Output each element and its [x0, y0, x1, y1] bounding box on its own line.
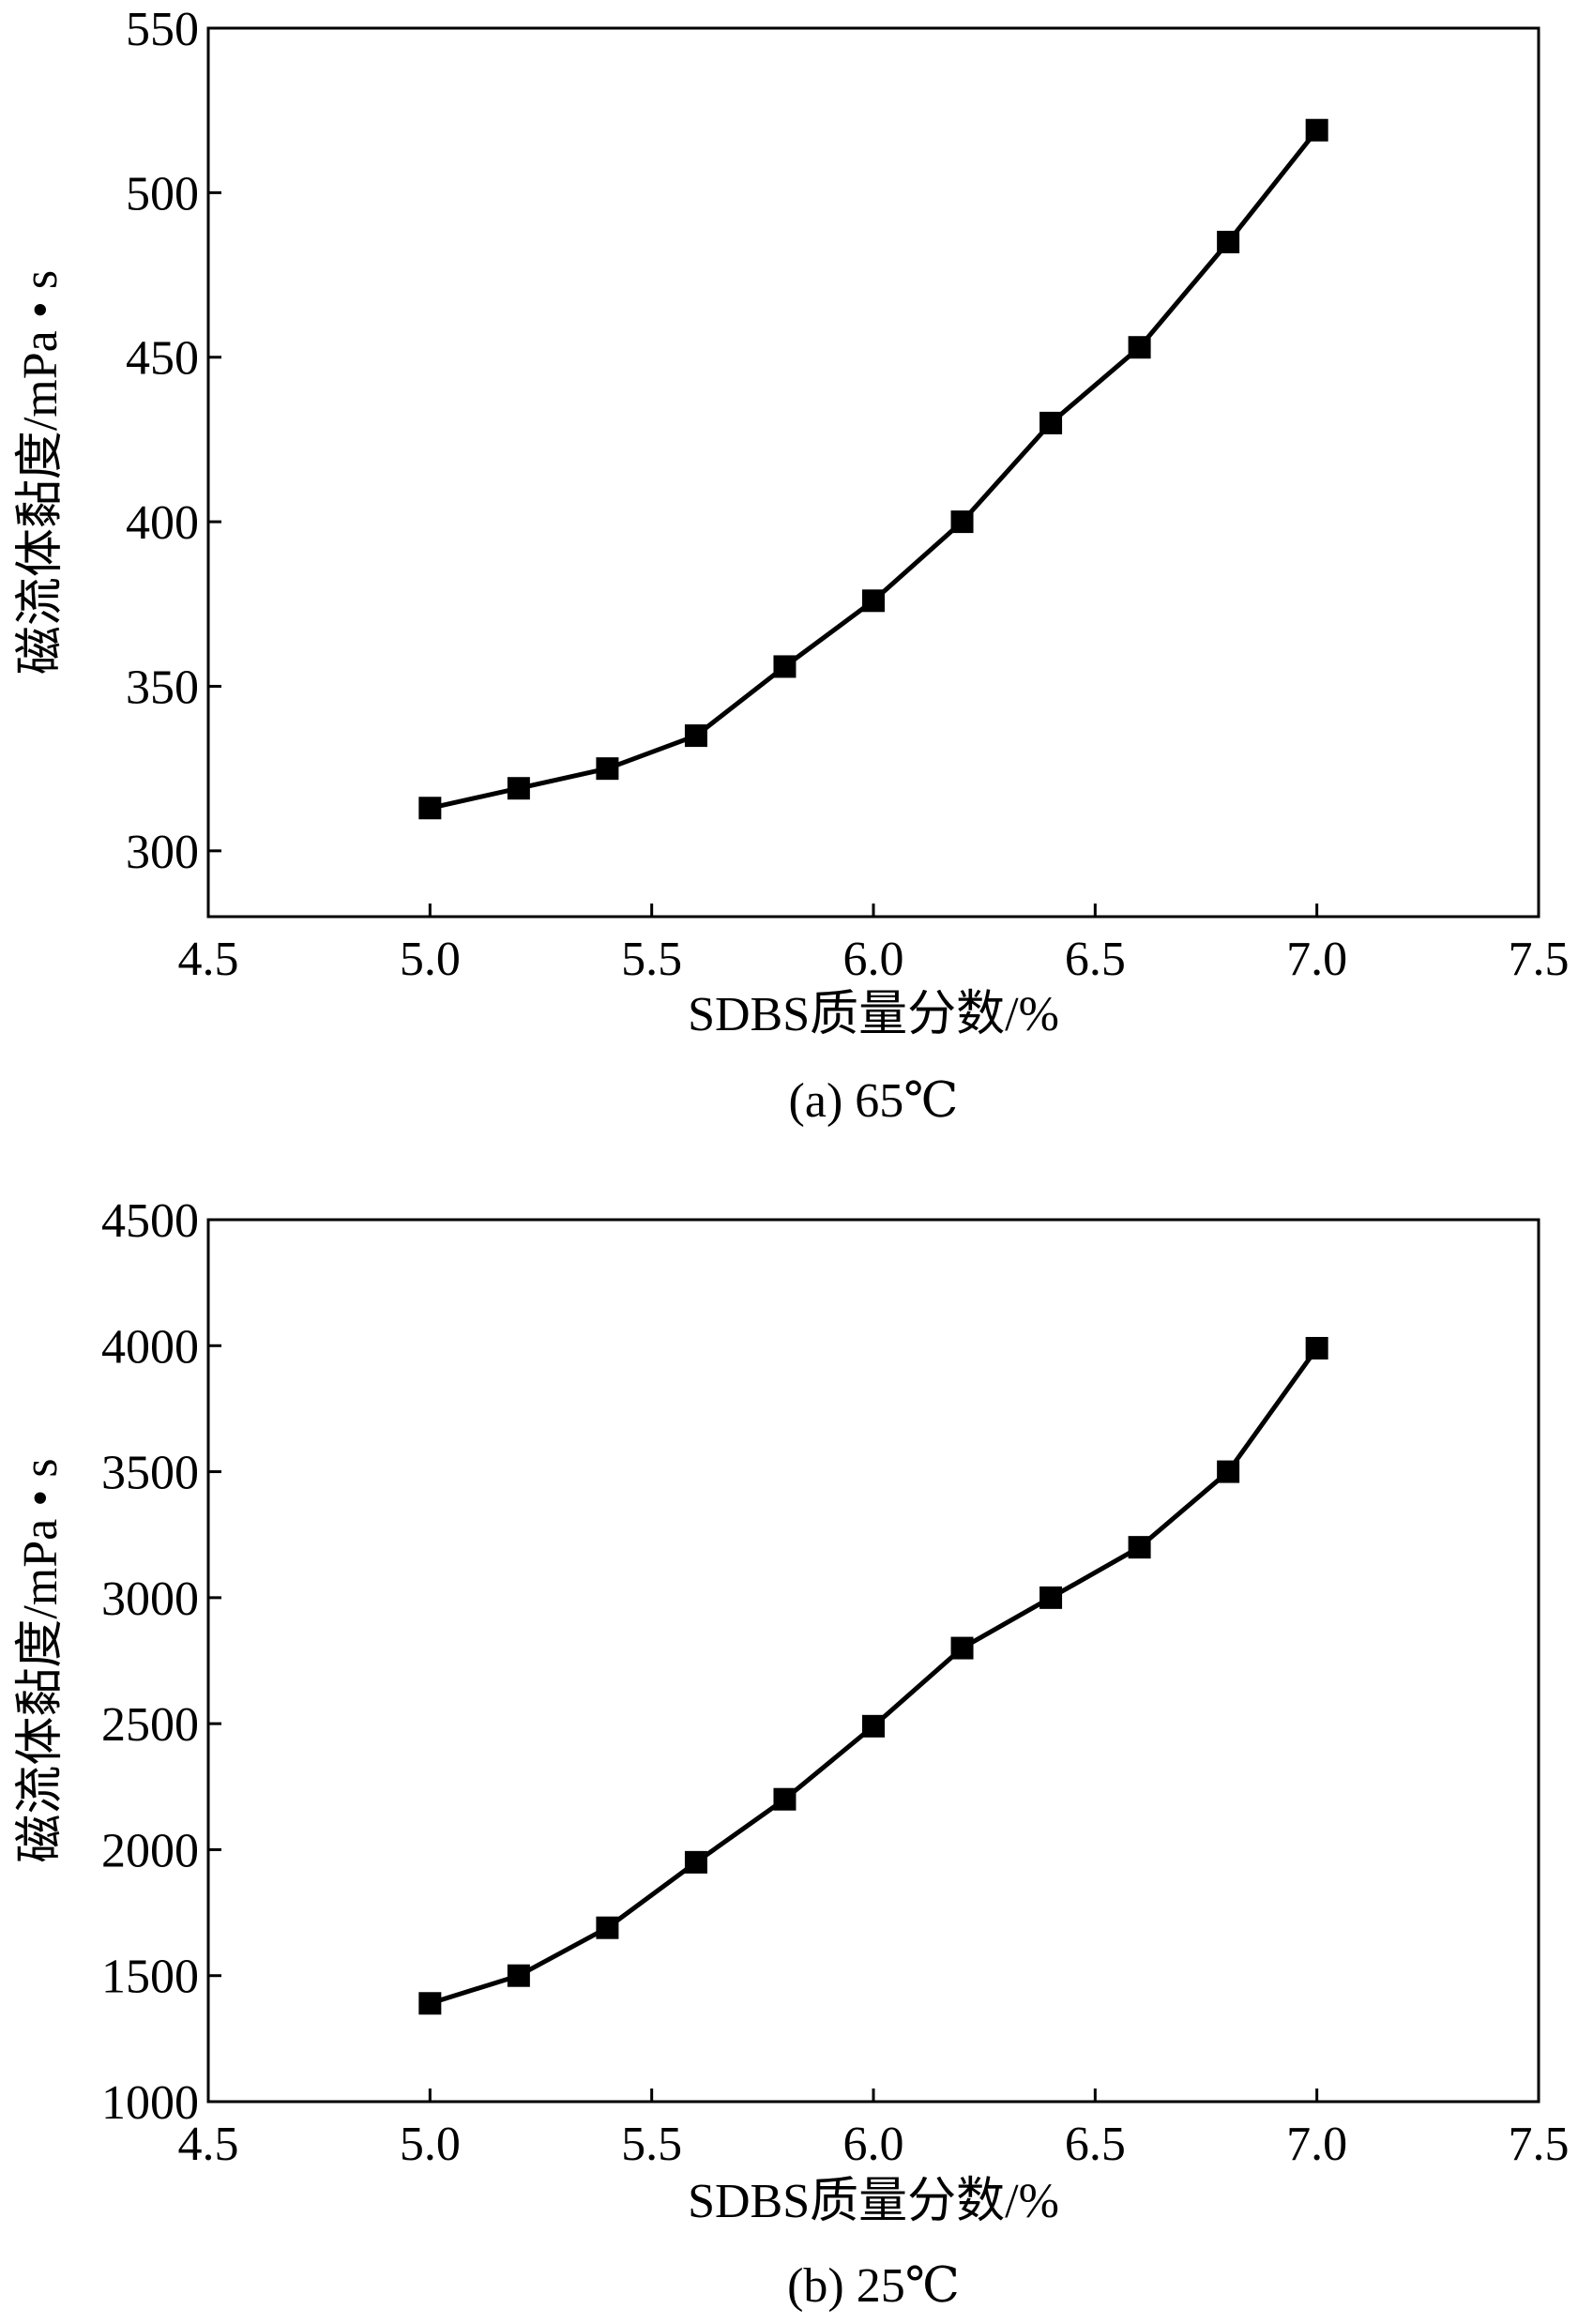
- x-tick-label: 5.0: [400, 933, 461, 986]
- y-tick-label: 450: [126, 332, 199, 386]
- x-tick-label: 4.5: [178, 933, 239, 986]
- data-point: [507, 777, 530, 800]
- chart-panel-b: 4.5 5.0 5.5 6.0 6.5 7.0 7.5 1000 1500 2000 2500 300…: [14, 1194, 1570, 2313]
- panel-caption: (a) 65℃: [789, 1074, 959, 1128]
- y-tick-label: 550: [126, 3, 199, 56]
- data-point: [950, 510, 974, 534]
- data-point: [773, 1787, 797, 1811]
- panel-caption: (b) 25℃: [787, 2259, 960, 2313]
- y-tick-label: 4500: [101, 1194, 199, 1248]
- data-point: [1128, 1536, 1151, 1559]
- plot-frame: [206, 1218, 1540, 2104]
- data-point: [1217, 230, 1240, 253]
- y-tick-label: 500: [126, 167, 199, 220]
- x-tick-label: 7.5: [1509, 933, 1570, 986]
- data-point: [596, 757, 619, 781]
- chart-panel-a: 4.5 5.0 5.5 6.0 6.5 7.0 7.5 300 350 400 450 500 550 S…: [14, 3, 1570, 1128]
- x-tick-label: 6.5: [1065, 933, 1126, 986]
- x-tick-label: 6.0: [843, 933, 904, 986]
- x-tick-label: 7.0: [1286, 933, 1347, 986]
- plot-frame: [206, 26, 1540, 919]
- y-axis-title: 磁流体黏度/mPa • s: [14, 270, 68, 675]
- y-tick-label: 400: [126, 496, 199, 550]
- y-tick-label: 300: [126, 826, 199, 879]
- data-point: [1039, 1586, 1063, 1609]
- x-axis-title: SDBS质量分数/%: [688, 988, 1059, 1041]
- data-point: [950, 1636, 974, 1660]
- x-tick-label: 7.5: [1509, 2118, 1570, 2171]
- y-tick-label: 1000: [101, 2076, 199, 2130]
- y-tick-label: 3000: [101, 1572, 199, 1626]
- y-tick-label: 2500: [101, 1698, 199, 1752]
- series-line: [429, 1346, 1319, 2006]
- data-point: [684, 724, 707, 748]
- y-tick-label: 1500: [101, 1951, 199, 2004]
- x-tick-label: 5.5: [621, 2118, 682, 2171]
- data-point: [862, 1714, 885, 1738]
- x-tick-label: 5.0: [400, 2118, 461, 2171]
- data-point: [418, 1992, 442, 2015]
- data-point: [418, 797, 442, 820]
- y-tick-label: 2000: [101, 1824, 199, 1877]
- data-point: [1039, 411, 1063, 434]
- x-tick-label: 7.0: [1286, 2118, 1347, 2171]
- data-point: [1217, 1460, 1240, 1483]
- y-axis-title: 磁流体黏度/mPa • s: [14, 1458, 68, 1862]
- data-point: [862, 589, 885, 613]
- y-tick-label: 4000: [101, 1320, 199, 1374]
- x-tick-label: 5.5: [621, 933, 682, 986]
- x-tick-label: 6.0: [843, 2118, 904, 2171]
- y-tick-label: 350: [126, 661, 199, 714]
- data-point: [773, 655, 797, 678]
- y-tick-label: 3500: [101, 1447, 199, 1500]
- data-point: [1305, 118, 1328, 142]
- data-point: [684, 1850, 707, 1874]
- data-point: [596, 1916, 619, 1939]
- data-point: [1305, 1336, 1328, 1359]
- data-point: [1128, 336, 1151, 359]
- data-point: [507, 1964, 530, 1987]
- x-tick-label: 6.5: [1065, 2118, 1126, 2171]
- x-axis-title: SDBS质量分数/%: [688, 2175, 1059, 2228]
- x-tick-label: 4.5: [178, 2118, 239, 2171]
- series-line: [429, 129, 1319, 811]
